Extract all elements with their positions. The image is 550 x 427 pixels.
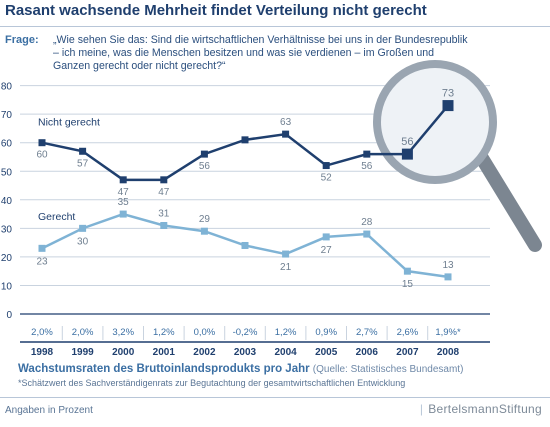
- gdp-growth-label: 2,7%: [356, 327, 378, 338]
- data-label: 29: [199, 214, 211, 225]
- x-tick-label: 1998: [31, 347, 54, 358]
- data-label: 56: [199, 161, 211, 172]
- x-tick-label: 2008: [437, 347, 460, 358]
- bottom-divider: [0, 397, 550, 398]
- x-tick-label: 2006: [356, 347, 379, 358]
- data-point: [79, 147, 87, 155]
- series-name-label: Gerecht: [38, 211, 75, 223]
- data-point: [38, 244, 46, 252]
- data-label: 63: [280, 117, 292, 128]
- data-label: 27: [321, 245, 333, 256]
- data-label: 28: [361, 217, 373, 228]
- y-tick-label: 50: [1, 167, 13, 178]
- data-label: 47: [118, 187, 130, 198]
- data-label: 57: [77, 158, 89, 169]
- gdp-growth-label: 1,9%*: [435, 327, 461, 338]
- data-point: [403, 267, 411, 275]
- y-tick-label: 0: [6, 310, 12, 321]
- line-chart: 0 10 20 30 40 50 60 70 80 2,0% 2,0% 3,2% 1,2% 0,0% -0,…: [1, 60, 542, 358]
- x-tick-label: 2000: [112, 347, 135, 358]
- data-point: [401, 148, 413, 160]
- y-tick-label: 80: [1, 82, 13, 93]
- gdp-growth-label: -0,2%: [233, 327, 258, 338]
- x-tick-label: 2003: [234, 347, 257, 358]
- title-divider: [0, 26, 550, 27]
- y-tick-label: 20: [1, 253, 13, 264]
- footnote: *Schätzwert des Sachverständigenrats zur…: [18, 378, 406, 388]
- growth-caption: Wachstumsraten des Bruttoinlandsprodukts…: [18, 363, 463, 375]
- data-label: 21: [280, 262, 292, 273]
- data-point: [322, 162, 330, 170]
- data-point: [119, 176, 127, 184]
- x-tick-label: 1999: [71, 347, 94, 358]
- data-point: [241, 241, 249, 249]
- y-tick-label: 40: [1, 196, 13, 207]
- data-point: [442, 100, 454, 112]
- data-point: [363, 230, 371, 238]
- data-point: [444, 273, 452, 281]
- gdp-growth-label: 3,2%: [112, 327, 134, 338]
- data-label: 52: [321, 173, 333, 184]
- brand-logo: | BertelsmannStiftung: [419, 402, 542, 416]
- data-point: [160, 176, 168, 184]
- data-point: [38, 139, 46, 147]
- data-label: 60: [36, 150, 48, 161]
- data-label: 73: [442, 88, 454, 100]
- data-point: [322, 233, 330, 241]
- x-tick-label: 2001: [153, 347, 176, 358]
- gdp-growth-label: 1,2%: [153, 327, 175, 338]
- y-tick-label: 70: [1, 110, 13, 121]
- chart-title: Rasant wachsende Mehrheit findet Verteil…: [5, 2, 427, 19]
- gdp-growth-label: 1,2%: [275, 327, 297, 338]
- data-label: 47: [158, 187, 170, 198]
- gdp-growth-label: 2,0%: [72, 327, 94, 338]
- data-point: [160, 221, 168, 229]
- x-tick-label: 2007: [396, 347, 419, 358]
- data-point: [119, 210, 127, 218]
- series-name-label: Nicht gerecht: [38, 117, 100, 129]
- data-point: [79, 224, 87, 232]
- x-tick-label: 2004: [274, 347, 297, 358]
- data-label: 35: [118, 197, 130, 208]
- data-label: 15: [402, 279, 414, 290]
- growth-source: (Quelle: Statistisches Bundesamt): [312, 364, 464, 375]
- data-label: 56: [361, 161, 373, 172]
- y-tick-label: 30: [1, 224, 13, 235]
- gdp-growth-label: 2,6%: [397, 327, 419, 338]
- y-tick-label: 60: [1, 139, 13, 150]
- gdp-growth-label: 2,0%: [31, 327, 53, 338]
- x-tick-label: 2005: [315, 347, 338, 358]
- data-label: 31: [158, 208, 170, 219]
- magnifier-handle: [473, 148, 542, 252]
- data-point: [282, 130, 290, 138]
- data-point: [282, 250, 290, 258]
- data-label: 13: [442, 260, 454, 271]
- x-tick-label: 2002: [193, 347, 216, 358]
- data-point: [200, 227, 208, 235]
- gdp-growth-label: 0,0%: [194, 327, 216, 338]
- brand-name: BertelsmannStiftung: [428, 402, 542, 416]
- growth-title: Wachstumsraten des Bruttoinlandsprodukts…: [18, 363, 310, 375]
- data-point: [363, 150, 371, 158]
- question-label: Frage:: [5, 34, 39, 46]
- gdp-growth-label: 0,9%: [315, 327, 337, 338]
- data-label: 30: [77, 236, 89, 247]
- data-label: 23: [36, 256, 48, 267]
- data-label: 56: [401, 136, 413, 148]
- y-tick-label: 10: [1, 281, 13, 292]
- data-point: [241, 136, 249, 144]
- data-point: [200, 150, 208, 158]
- units-note: Angaben in Prozent: [5, 405, 93, 416]
- question-text: „Wie sehen Sie das: Sind die wirtschaftl…: [53, 34, 468, 72]
